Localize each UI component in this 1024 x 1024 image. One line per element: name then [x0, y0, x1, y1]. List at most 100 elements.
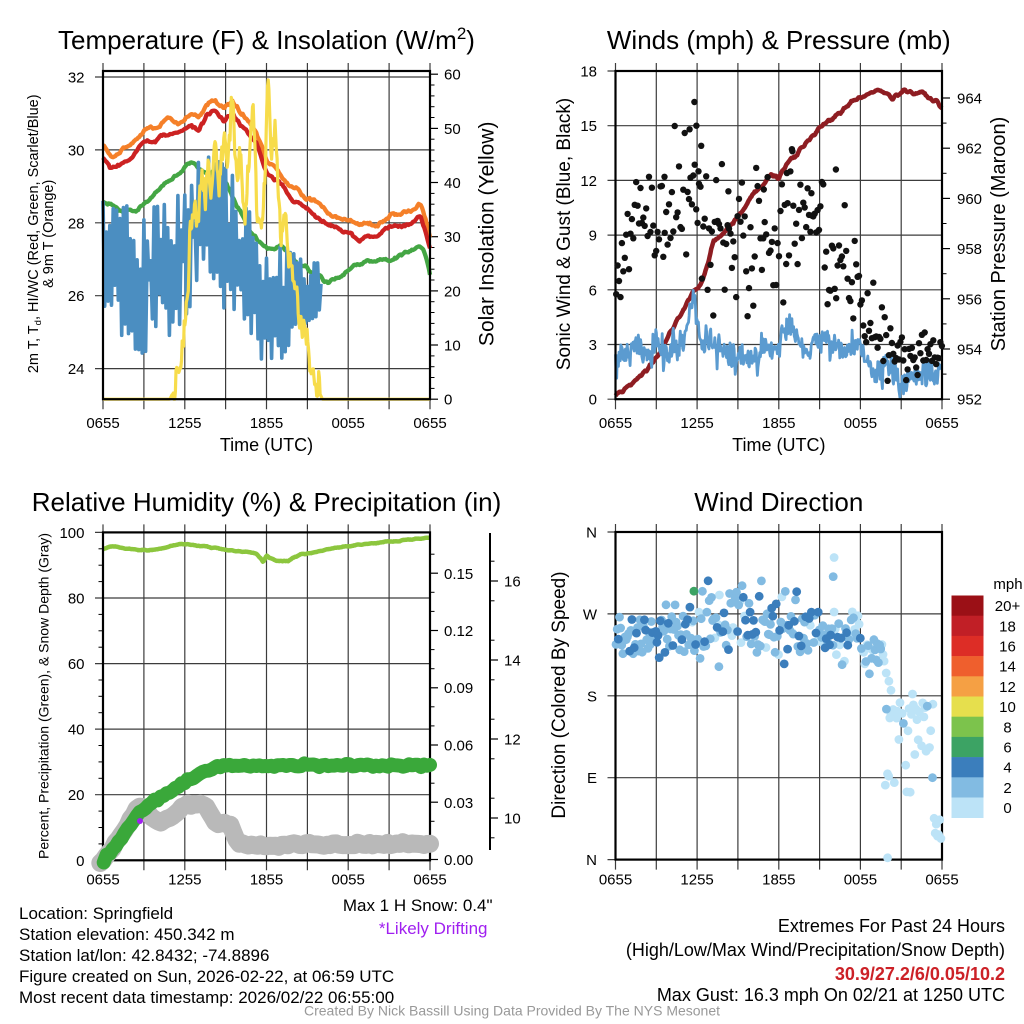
svg-text:12: 12: [580, 173, 597, 190]
svg-text:0055: 0055: [332, 872, 365, 889]
svg-text:0655: 0655: [925, 415, 958, 432]
svg-text:Relative Humidity (%) & Precip: Relative Humidity (%) & Precipitation (i…: [32, 487, 502, 517]
svg-text:958: 958: [957, 241, 982, 258]
svg-text:1855: 1855: [762, 872, 795, 889]
svg-text:Station lat/lon: 42.8432; -74.: Station lat/lon: 42.8432; -74.8896: [19, 946, 269, 965]
svg-text:Max Gust: 16.3 mph On 02/21 at: Max Gust: 16.3 mph On 02/21 at 1250 UTC: [657, 985, 1005, 1005]
svg-text:*Likely Drifting: *Likely Drifting: [379, 919, 488, 938]
svg-text:10: 10: [999, 699, 1016, 716]
svg-text:954: 954: [957, 342, 982, 359]
svg-text:Time (UTC): Time (UTC): [220, 435, 313, 455]
svg-text:S: S: [587, 688, 597, 705]
svg-text:0.06: 0.06: [444, 738, 473, 755]
svg-text:0.12: 0.12: [444, 623, 473, 640]
svg-text:30: 30: [68, 142, 85, 159]
svg-text:0.15: 0.15: [444, 566, 473, 583]
svg-text:Time (UTC): Time (UTC): [732, 435, 825, 455]
svg-text:26: 26: [68, 288, 85, 305]
svg-text:0655: 0655: [413, 872, 446, 889]
svg-text:20: 20: [68, 787, 85, 804]
svg-text:1855: 1855: [250, 415, 283, 432]
svg-text:8: 8: [1003, 719, 1011, 736]
svg-text:Direction (Colored By Speed): Direction (Colored By Speed): [549, 571, 570, 818]
svg-text:E: E: [587, 770, 597, 787]
svg-text:50: 50: [444, 121, 461, 138]
svg-text:0: 0: [1003, 800, 1011, 817]
svg-text:60: 60: [68, 656, 85, 673]
svg-text:100: 100: [59, 525, 84, 542]
svg-text:(High/Low/Max Wind/Precipitati: (High/Low/Max Wind/Precipitation/Snow De…: [626, 940, 1005, 960]
svg-text:0: 0: [444, 392, 452, 409]
svg-text:960: 960: [957, 191, 982, 208]
svg-text:60: 60: [444, 67, 461, 84]
svg-text:0055: 0055: [844, 415, 877, 432]
svg-text:32: 32: [68, 70, 85, 87]
svg-text:0655: 0655: [413, 415, 446, 432]
svg-text:0655: 0655: [925, 872, 958, 889]
svg-text:N: N: [586, 852, 597, 869]
svg-text:& 9m T (Orange): & 9m T (Orange): [41, 180, 57, 288]
svg-text:0: 0: [589, 392, 597, 409]
svg-text:2m T, Td, HI/WC (Red, Green, S: 2m T, Td, HI/WC (Red, Green, Scarlet/Blu…: [26, 94, 44, 373]
svg-text:10: 10: [444, 338, 461, 355]
svg-text:Most recent data timestamp: 20: Most recent data timestamp: 2026/02/22 0…: [19, 988, 394, 1007]
svg-text:30: 30: [444, 229, 461, 246]
svg-text:14: 14: [999, 659, 1016, 676]
svg-text:N: N: [586, 525, 597, 542]
svg-text:952: 952: [957, 392, 982, 409]
svg-text:956: 956: [957, 291, 982, 308]
svg-text:Station Pressure (Maroon): Station Pressure (Maroon): [988, 117, 1010, 352]
svg-text:Max 1 H Snow: 0.4": Max 1 H Snow: 0.4": [343, 896, 493, 915]
svg-text:20: 20: [444, 283, 461, 300]
svg-text:0.00: 0.00: [444, 852, 473, 869]
svg-text:3: 3: [589, 337, 597, 354]
svg-text:962: 962: [957, 141, 982, 158]
svg-text:2: 2: [1003, 780, 1011, 797]
svg-text:20+: 20+: [995, 598, 1021, 615]
svg-text:0.09: 0.09: [444, 680, 473, 697]
svg-text:Winds (mph) & Pressure (mb): Winds (mph) & Pressure (mb): [607, 25, 951, 55]
svg-text:24: 24: [68, 361, 85, 378]
svg-text:1855: 1855: [762, 415, 795, 432]
svg-text:10: 10: [504, 811, 521, 828]
svg-text:0655: 0655: [599, 415, 632, 432]
svg-text:30.9/27.2/6/0.05/10.2: 30.9/27.2/6/0.05/10.2: [835, 964, 1005, 984]
svg-text:Temperature (F) & Insolation (: Temperature (F) & Insolation (W/m2): [58, 24, 475, 55]
svg-text:40: 40: [68, 722, 85, 739]
svg-text:Station elevation: 450.342 m: Station elevation: 450.342 m: [19, 925, 234, 944]
svg-text:0055: 0055: [332, 415, 365, 432]
svg-text:1255: 1255: [168, 872, 201, 889]
svg-text:Solar Insolation (Yellow): Solar Insolation (Yellow): [476, 122, 499, 347]
svg-text:1255: 1255: [168, 415, 201, 432]
svg-text:Created By Nick Bassill Using: Created By Nick Bassill Using Data Provi…: [304, 1003, 720, 1019]
svg-text:18: 18: [999, 618, 1016, 635]
svg-text:1255: 1255: [680, 415, 713, 432]
svg-text:28: 28: [68, 215, 85, 232]
svg-text:0655: 0655: [86, 872, 119, 889]
svg-text:18: 18: [580, 64, 597, 81]
svg-text:16: 16: [504, 574, 521, 591]
svg-text:16: 16: [999, 639, 1016, 656]
svg-text:Percent, Precipitation (Green): Percent, Precipitation (Green), & Snow D…: [36, 533, 52, 859]
svg-text:0655: 0655: [599, 872, 632, 889]
svg-text:15: 15: [580, 118, 597, 135]
svg-text:0.03: 0.03: [444, 795, 473, 812]
svg-text:12: 12: [999, 679, 1016, 696]
svg-text:12: 12: [504, 732, 521, 749]
svg-text:Figure created on Sun, 2026-02: Figure created on Sun, 2026-02-22, at 06…: [19, 967, 394, 986]
svg-text:1855: 1855: [250, 872, 283, 889]
svg-text:0655: 0655: [86, 415, 119, 432]
svg-text:W: W: [583, 606, 598, 623]
svg-text:Sonic Wind & Gust (Blue, Black: Sonic Wind & Gust (Blue, Black): [554, 98, 575, 370]
svg-text:Wind Direction: Wind Direction: [694, 487, 863, 517]
svg-text:80: 80: [68, 591, 85, 608]
svg-text:1255: 1255: [680, 872, 713, 889]
svg-text:0: 0: [76, 853, 84, 870]
svg-text:14: 14: [504, 653, 521, 670]
svg-text:964: 964: [957, 91, 982, 108]
svg-text:0055: 0055: [844, 872, 877, 889]
svg-text:mph: mph: [993, 576, 1022, 593]
svg-text:6: 6: [1003, 740, 1011, 757]
svg-text:Location: Springfield: Location: Springfield: [19, 904, 173, 923]
svg-text:6: 6: [589, 282, 597, 299]
